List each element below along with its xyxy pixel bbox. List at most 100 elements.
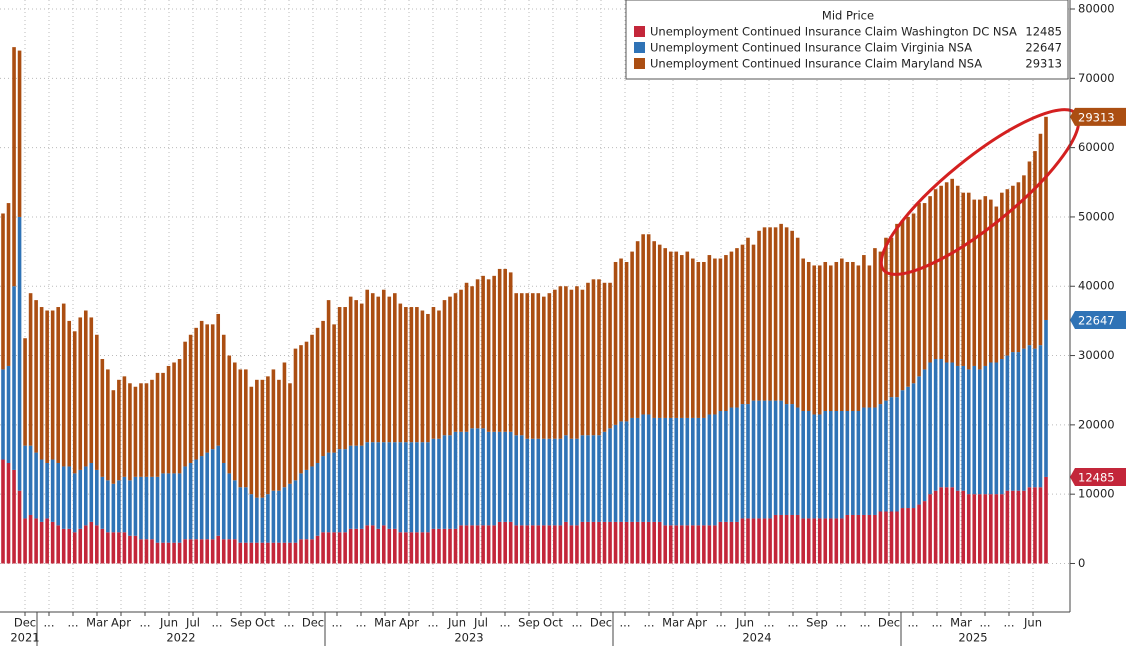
bar-segment <box>663 417 668 526</box>
bar-segment <box>519 435 524 526</box>
bar-segment <box>630 417 634 522</box>
bar-segment <box>61 303 66 467</box>
bar-segment <box>862 255 866 408</box>
bar-segment <box>326 300 331 453</box>
x-tick-label: ... <box>860 616 871 630</box>
bar-segment <box>757 400 761 519</box>
bar-segment <box>398 532 403 564</box>
bar-segment <box>348 445 353 529</box>
bar-segment <box>613 521 618 564</box>
bar-segment <box>150 539 154 564</box>
bar-segment <box>122 376 127 477</box>
bar-segment <box>106 532 110 564</box>
bar-segment <box>122 532 127 564</box>
bar-segment <box>326 532 331 564</box>
bar-segment <box>668 525 673 564</box>
bar-segment <box>994 362 999 495</box>
bar-segment <box>569 438 574 526</box>
x-year-label: 2024 <box>742 631 771 645</box>
bar-segment <box>415 532 419 564</box>
bar-segment <box>453 431 458 529</box>
bar-segment <box>293 348 298 481</box>
bar-segment <box>724 255 728 412</box>
bar-segment <box>668 417 673 526</box>
bar-segment <box>795 237 800 408</box>
bar-segment <box>282 487 287 543</box>
bar-segment <box>172 473 176 543</box>
bar-segment <box>409 532 414 564</box>
bar-segment <box>955 185 960 366</box>
bar-segment <box>977 369 982 495</box>
x-tick-label: ... <box>788 616 799 630</box>
bar-segment <box>1016 182 1021 353</box>
bar-segment <box>707 414 712 526</box>
legend-box <box>625 0 1069 80</box>
bar-segment <box>17 50 22 217</box>
y-tick-label: 80000 <box>1078 2 1115 16</box>
bar-segment <box>249 494 254 543</box>
bar-segment <box>602 521 607 564</box>
bar-segment <box>266 376 270 495</box>
bar-segment <box>354 300 358 446</box>
bar-segment <box>834 518 839 564</box>
bar-segment <box>641 234 645 415</box>
bar-segment <box>933 189 938 360</box>
bar-segment <box>128 480 132 536</box>
bar-segment <box>922 501 927 564</box>
bar-segment <box>232 362 237 481</box>
bar-segment <box>205 452 209 540</box>
legend: Mid Price Unemployment Continued Insuran… <box>625 0 1069 80</box>
bar-segment <box>817 414 822 519</box>
bar-segment <box>679 417 684 526</box>
bar-segment <box>646 414 651 522</box>
value-tag: 12485 <box>1078 470 1115 484</box>
x-tick-label: Jul <box>185 616 200 630</box>
bar-segment <box>740 518 745 564</box>
bar-segment <box>823 261 828 412</box>
bar-segment <box>370 293 375 443</box>
bar-segment <box>34 452 38 519</box>
bar-segment <box>519 293 524 436</box>
bar-segment <box>928 196 932 363</box>
bar-segment <box>227 355 232 474</box>
bar-segment <box>409 307 414 443</box>
bar-segment <box>150 476 154 540</box>
bar-segment <box>834 261 839 412</box>
value-tag-box <box>1070 107 1126 126</box>
bar-segment <box>950 362 954 488</box>
bar-segment <box>486 525 491 564</box>
bar-segment <box>497 521 502 564</box>
bar-segment <box>470 525 474 564</box>
bar-segment <box>580 289 585 436</box>
bar-segment <box>735 407 739 522</box>
bar-segment <box>166 473 171 543</box>
bar-segment <box>431 528 436 564</box>
bar-segment <box>486 279 491 432</box>
bar-segment <box>983 494 988 564</box>
bar-segment <box>795 407 800 515</box>
bar-segment <box>161 542 165 564</box>
bar-segment <box>718 411 723 522</box>
bar-segment <box>525 525 530 564</box>
bar-segment <box>851 261 855 412</box>
bar-segment <box>542 438 546 526</box>
bar-segment <box>917 203 921 377</box>
bar-segment <box>83 310 88 467</box>
bar-segment <box>166 365 171 474</box>
bar-segment <box>61 528 66 564</box>
bar-segment <box>635 241 640 418</box>
bar-segment <box>117 480 121 533</box>
bar-segment <box>315 462 320 536</box>
bar-segment <box>221 539 226 564</box>
bar-segment <box>564 286 568 436</box>
bar-segment <box>944 182 949 363</box>
bar-segment <box>277 490 281 543</box>
bar-segment <box>266 494 270 543</box>
bar-segment <box>597 279 601 436</box>
bar-segment <box>608 428 612 522</box>
bar-segment <box>183 466 187 540</box>
bar-segment <box>321 532 325 564</box>
bar-segment <box>497 431 502 522</box>
bar-segment <box>56 525 60 564</box>
